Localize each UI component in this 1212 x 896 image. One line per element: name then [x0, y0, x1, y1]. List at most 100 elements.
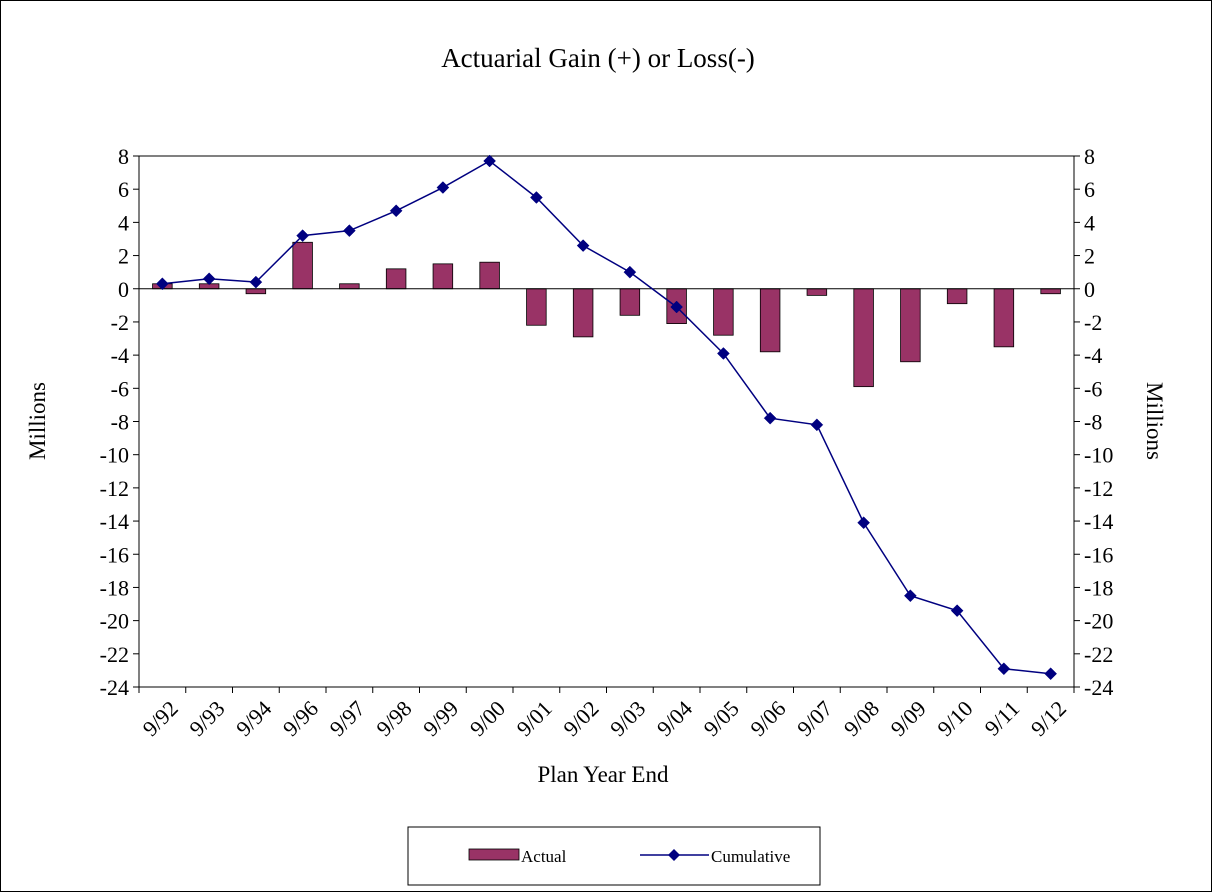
cumulative-marker: [810, 418, 824, 432]
cumulative-marker: [483, 154, 496, 168]
x-tick-label: 9/07: [792, 696, 837, 741]
cumulative-marker: [857, 516, 870, 530]
cumulative-marker: [997, 662, 1011, 676]
x-tick-label: 9/00: [465, 696, 510, 741]
y-left-tick-label: -18: [100, 575, 129, 600]
actual-bar: [432, 263, 454, 290]
x-tick-label: 9/97: [324, 696, 369, 741]
actual-bar: [619, 288, 641, 316]
y-right-tick-label: -4: [1084, 343, 1102, 368]
legend-actual-swatch: [468, 848, 520, 861]
x-tick-label: 9/12: [1026, 696, 1071, 741]
y-left-tick-label: 4: [118, 210, 129, 235]
actual-bar: [900, 288, 921, 363]
actual-bar: [806, 288, 828, 296]
actual-bar: [759, 288, 781, 353]
legend-cumulative-marker: [668, 849, 680, 861]
actual-bar: [853, 288, 874, 388]
cumulative-marker: [763, 411, 777, 425]
actual-bar: [339, 283, 360, 290]
y-axis-right-title: Millions: [1142, 382, 1167, 460]
cumulative-marker: [623, 265, 637, 279]
y-left-tick-label: -16: [100, 542, 129, 567]
y-right-tick-label: -12: [1084, 476, 1113, 501]
chart-title: Actuarial Gain (+) or Loss(-): [441, 43, 755, 73]
actual-bars: [152, 241, 1061, 388]
y-right-tick-label: -20: [1084, 609, 1113, 634]
y-right-tick-label: -10: [1084, 443, 1113, 468]
x-tick-label: 9/11: [980, 696, 1025, 741]
cumulative-marker: [436, 181, 450, 194]
cumulative-marker: [670, 300, 683, 314]
y-right-tick-label: -2: [1084, 310, 1102, 335]
cumulative-marker: [530, 191, 543, 204]
y-right-tick-label: 6: [1084, 177, 1095, 202]
x-axis: 9/92 9/93 9/94 9/96 9/97 9/98 9/99 9/00 9/01 9/02…: [137, 687, 1075, 741]
y-right-tick-label: -14: [1084, 509, 1113, 534]
x-tick-label: 9/93: [184, 696, 229, 741]
cumulative-marker: [249, 275, 263, 289]
y-left-tick-label: -24: [100, 675, 129, 700]
cumulative-line: [162, 160, 1051, 675]
cumulative-marker: [717, 347, 730, 360]
y-right-tick-label: -6: [1084, 376, 1102, 401]
x-tick-label: 9/96: [278, 696, 323, 741]
x-tick-label: 9/05: [698, 696, 743, 741]
cumulative-marker: [904, 589, 917, 603]
cumulative-marker: [156, 277, 169, 291]
y-left-tick-label: 0: [118, 277, 129, 302]
actual-bar: [479, 261, 500, 290]
y-left-tick-label: -12: [100, 476, 129, 501]
y-right-tick-label: 2: [1084, 244, 1095, 269]
x-tick-label: 9/94: [231, 696, 276, 741]
legend-actual-label: Actual: [521, 847, 567, 866]
legend-cumulative-label: Cumulative: [711, 847, 790, 866]
cumulative-marker: [389, 204, 403, 218]
cumulative-series: [156, 154, 1057, 681]
y-left-tick-label: 2: [118, 244, 129, 269]
y-right-tick-label: -16: [1084, 542, 1113, 567]
plot-area: [138, 155, 1075, 688]
y-right-tick-label: 0: [1084, 277, 1095, 302]
y-right-tick-label: -18: [1084, 575, 1113, 600]
x-tick-label: 9/01: [511, 696, 556, 741]
y-right-tick-label: -22: [1084, 642, 1113, 667]
y-left-tick-label: -2: [111, 310, 129, 335]
y-left-tick-label: 8: [118, 144, 129, 169]
cumulative-marker: [202, 272, 216, 286]
y-left-tick-label: -8: [111, 410, 129, 435]
actual-bar: [946, 288, 968, 305]
x-tick-label: 9/02: [558, 696, 603, 741]
y-right-tick-label: 8: [1084, 144, 1095, 169]
x-tick-label: 9/09: [885, 696, 930, 741]
y-right-tick-label: -8: [1084, 410, 1102, 435]
y-axis-left-title: Millions: [25, 382, 50, 460]
legend: Actual Cumulative: [407, 826, 821, 886]
x-tick-label: 9/04: [652, 696, 697, 741]
cumulative-marker: [1044, 667, 1057, 681]
x-tick-label: 9/03: [605, 696, 650, 741]
actual-bar: [292, 241, 313, 290]
cumulative-marker: [950, 604, 964, 618]
y-left-tick-label: -10: [100, 443, 129, 468]
y-left-tick-label: -4: [111, 343, 129, 368]
cumulative-marker: [296, 229, 309, 243]
y-left-tick-label: -20: [100, 609, 129, 634]
actual-bar: [572, 288, 594, 338]
actual-bar: [993, 288, 1015, 348]
x-tick-label: 9/10: [932, 696, 977, 741]
y-left-tick-label: 6: [118, 177, 129, 202]
x-tick-label: 9/99: [418, 696, 463, 741]
y-right-tick-label: -24: [1084, 675, 1113, 700]
x-tick-label: 9/98: [371, 696, 416, 741]
y-left-tick-label: -14: [100, 509, 129, 534]
actual-bar: [245, 288, 267, 295]
x-tick-label: 9/08: [839, 696, 884, 741]
cumulative-marker: [343, 224, 356, 238]
x-axis-title: Plan Year End: [538, 762, 669, 787]
x-tick-label: 9/06: [745, 696, 790, 741]
